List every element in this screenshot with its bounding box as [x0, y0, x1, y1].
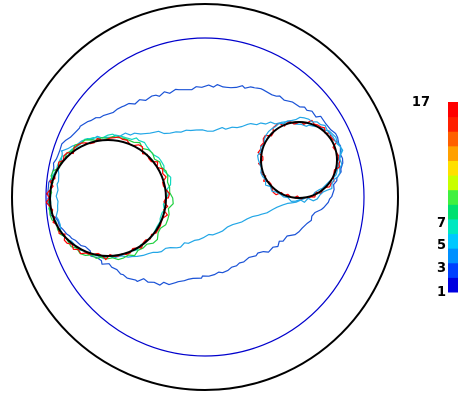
- colorbar-segment: [448, 131, 458, 147]
- colorbar-segment: [448, 160, 458, 176]
- colorbar-tick-17: 17: [412, 95, 430, 110]
- contour-level-3: [55, 120, 344, 259]
- contour-level-3-small: [257, 116, 343, 203]
- colorbar-tick-3: 3: [437, 261, 446, 276]
- colorbar-tick-5: 5: [437, 238, 446, 253]
- colorbar-segment: [448, 175, 458, 191]
- colorbar-gradient: [448, 102, 458, 293]
- contour-level-1: [47, 84, 344, 286]
- colorbar-segment: [448, 189, 458, 205]
- colorbar-segment: [448, 145, 458, 161]
- contour-lines: [45, 84, 344, 286]
- colorbar-tick-7: 7: [437, 216, 446, 231]
- colorbar-segment: [448, 262, 458, 278]
- colorbar-segment: [448, 277, 458, 293]
- colorbar-segment: [448, 233, 458, 249]
- colorbar-segment: [448, 248, 458, 264]
- colorbar-tick-1: 1: [437, 285, 446, 300]
- colorbar-segment: [448, 116, 458, 132]
- colorbar-segment: [448, 204, 458, 220]
- large-hole-circle: [49, 139, 167, 257]
- inner-blue-circle: [45, 37, 365, 357]
- colorbar-segment: [448, 218, 458, 235]
- outer-boundary-circle: [11, 3, 399, 391]
- colorbar: 17 7 5 3 1: [412, 95, 458, 300]
- small-hole-circle: [260, 121, 338, 199]
- colorbar-segment: [448, 102, 458, 118]
- contour-level-17-large: [45, 136, 171, 261]
